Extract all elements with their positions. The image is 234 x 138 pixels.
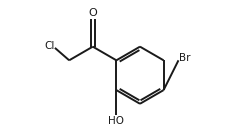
Text: Cl: Cl <box>44 41 54 51</box>
Text: Br: Br <box>179 53 191 63</box>
Text: HO: HO <box>108 116 124 126</box>
Text: O: O <box>88 8 97 18</box>
